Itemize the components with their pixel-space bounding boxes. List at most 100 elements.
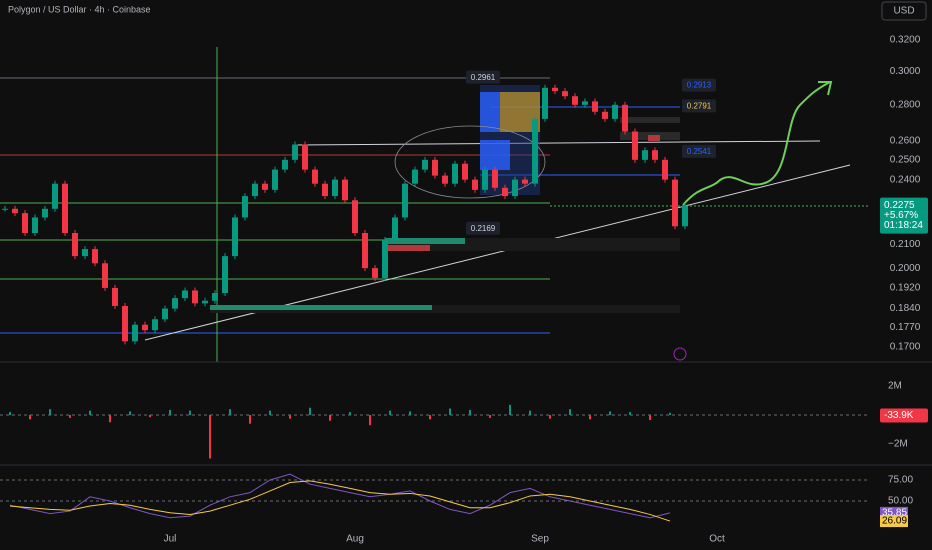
volume-bar — [229, 409, 231, 415]
candle — [402, 183, 408, 218]
level-label-box — [682, 144, 716, 158]
volume-bar — [369, 415, 371, 426]
candle — [102, 263, 108, 288]
candle — [652, 150, 658, 160]
candle — [182, 290, 188, 299]
volume-bar — [489, 415, 491, 418]
arrow-head — [818, 81, 833, 96]
volume-bar — [649, 415, 651, 421]
volume-bar — [469, 409, 471, 415]
zone — [210, 305, 432, 310]
candle — [642, 150, 648, 160]
candle — [612, 104, 618, 119]
candle — [542, 87, 548, 119]
candle — [212, 293, 218, 301]
candle — [172, 298, 178, 309]
y-tick-label: 0.3200 — [890, 35, 921, 46]
volume-bar — [89, 410, 91, 415]
y-tick-label: 0.1920 — [890, 283, 921, 294]
candle — [432, 159, 438, 176]
candle — [632, 131, 638, 160]
volume-bar — [629, 412, 631, 415]
candle — [582, 101, 588, 105]
candle — [362, 233, 368, 269]
y-tick-label: 0.3000 — [890, 66, 921, 77]
y-tick-label: 0.1770 — [890, 322, 921, 333]
candle — [452, 163, 458, 184]
candle — [472, 179, 478, 190]
volume-bar — [449, 408, 451, 415]
volume-bar — [249, 415, 251, 424]
candle — [602, 111, 608, 119]
candle — [312, 169, 318, 184]
y-tick-label: 0.2600 — [890, 135, 921, 146]
candle — [222, 256, 228, 294]
current-price: 0.2275 — [884, 200, 915, 211]
currency[interactable]: USD — [893, 6, 914, 17]
volume-bar — [409, 411, 411, 415]
level-label: 0.2169 — [471, 224, 496, 233]
rsi-tick-label: 75.00 — [888, 475, 913, 486]
rsi-box — [880, 515, 908, 528]
x-tick-label: Aug — [346, 534, 364, 545]
level-label: 0.2541 — [687, 147, 712, 156]
y-tick-label: 0.2800 — [890, 99, 921, 110]
volume-bar — [609, 411, 611, 415]
volume-bar — [209, 415, 211, 459]
candle — [82, 249, 88, 257]
volume-bar — [349, 412, 351, 415]
candle — [552, 87, 558, 92]
zone — [210, 305, 680, 313]
volume-bar — [589, 415, 591, 420]
volume-bar — [309, 407, 311, 415]
candle — [392, 217, 398, 240]
candle — [512, 179, 518, 197]
candle — [462, 163, 468, 180]
candle — [682, 205, 688, 227]
volume-bar — [569, 409, 571, 415]
candle — [662, 159, 668, 180]
candle — [282, 159, 288, 170]
volume-bar — [9, 412, 11, 415]
candle — [412, 169, 418, 184]
level-label-box — [682, 78, 716, 92]
candle — [492, 169, 498, 188]
candle — [592, 101, 598, 112]
y-tick-label: 0.1700 — [890, 342, 921, 353]
level-label-box — [466, 70, 500, 84]
candle — [2, 208, 8, 210]
volume-tick-label: −2M — [888, 439, 908, 450]
resistance-line — [294, 140, 821, 146]
volume-bar — [129, 411, 131, 415]
candle — [292, 144, 298, 160]
volume-tick-label: 2M — [888, 381, 902, 392]
volume-bar — [429, 415, 431, 420]
currency-button[interactable] — [881, 1, 927, 21]
volume-bar — [49, 409, 51, 415]
y-tick-label: 0.1840 — [890, 303, 921, 314]
candle — [142, 324, 148, 331]
candle — [52, 183, 58, 209]
x-tick-label: Oct — [709, 534, 725, 545]
level-label-box — [682, 99, 716, 113]
rsi-current: 26.09 — [882, 516, 907, 527]
projection-arrow — [682, 81, 831, 206]
candle — [322, 183, 328, 197]
candle — [22, 213, 28, 234]
candle — [42, 208, 48, 218]
level-label: 0.2961 — [471, 73, 496, 82]
volume-bar — [529, 410, 531, 415]
rsi-tick-label: 50.00 — [888, 496, 913, 507]
candle — [192, 290, 198, 304]
candle — [162, 308, 168, 320]
candle — [442, 175, 448, 184]
countdown: 01:18:24 — [884, 220, 923, 231]
volume-bar — [189, 410, 191, 415]
candle — [522, 179, 528, 184]
candle — [252, 183, 258, 197]
level-label: 0.2913 — [687, 81, 712, 90]
event-icon[interactable] — [673, 347, 687, 361]
volume-bar — [169, 409, 171, 415]
